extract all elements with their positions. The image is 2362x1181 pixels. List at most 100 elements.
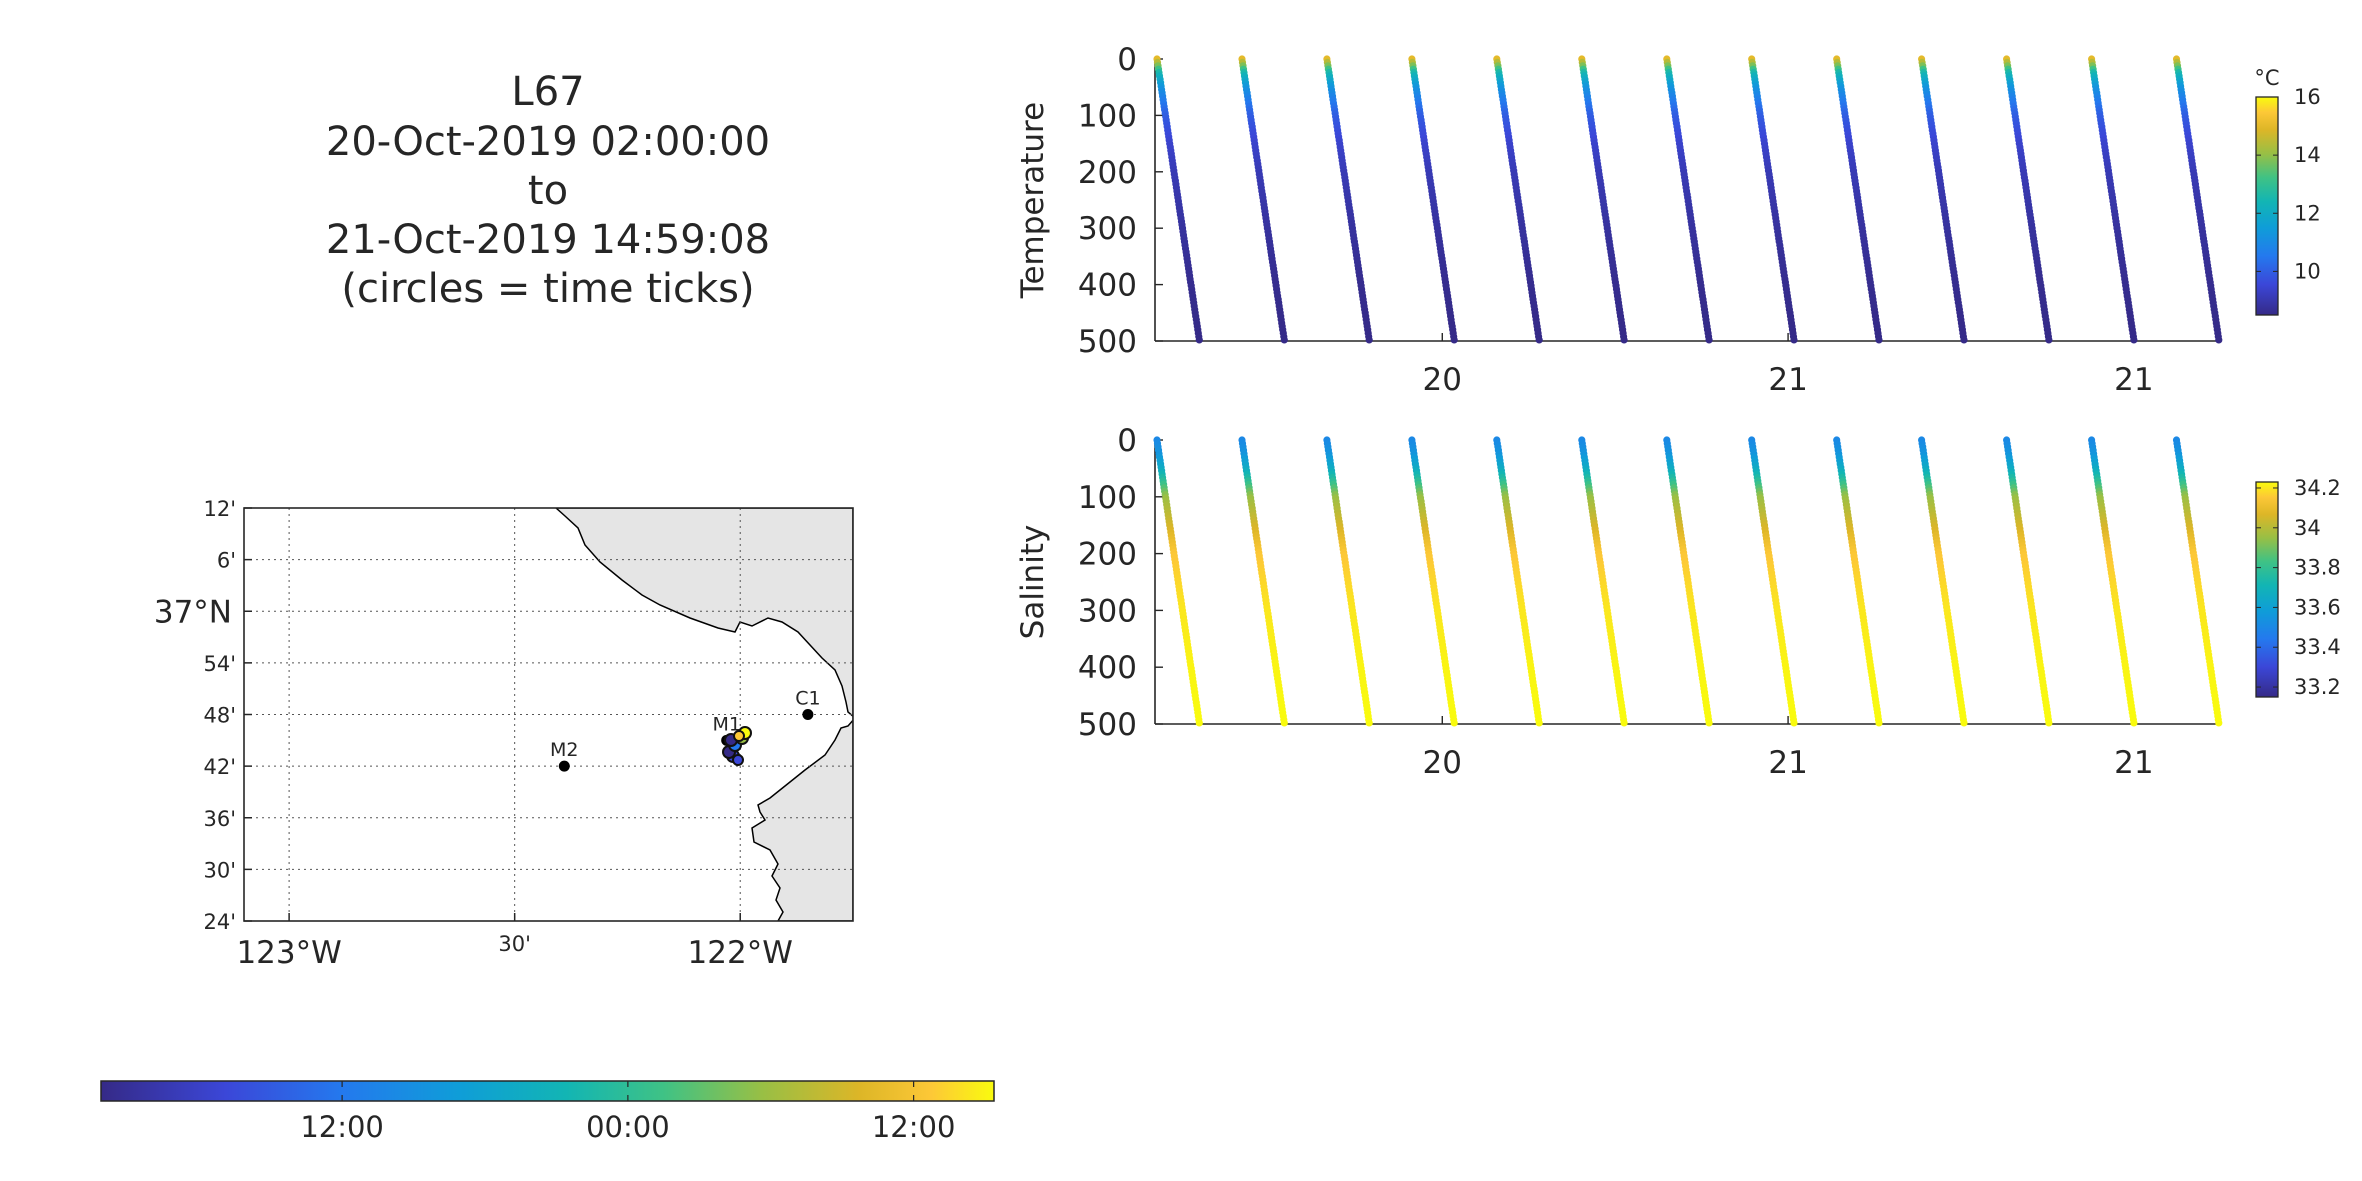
- map-stations: M2 M1 C1: [550, 688, 821, 772]
- profile-point: [2045, 719, 2053, 727]
- profile-point: [1450, 336, 1458, 344]
- profile-cast: [1238, 436, 1288, 727]
- header: L67 20-Oct-2019 02:00:00 to 21-Oct-2019 …: [326, 69, 770, 312]
- map-lat-tick-label: 42': [204, 755, 237, 779]
- y-tick-label: 200: [1078, 537, 1137, 573]
- y-axis-title: Salinity: [1015, 525, 1051, 640]
- x-tick-label: 20: [1423, 745, 1462, 781]
- colorbar-tick-label: 33.2: [2294, 675, 2341, 699]
- profile-cast: [1918, 436, 1968, 727]
- colorbar-tick-label: 34.2: [2294, 476, 2341, 500]
- temperature-panel: 0 100 200 300 400 500 Temperature 20 21 21 10 12 14 1…: [1015, 42, 2321, 398]
- profile-point: [1365, 719, 1373, 727]
- profile-point: [1620, 336, 1628, 344]
- profile-cast: [1408, 55, 1458, 344]
- station-label: M1: [712, 713, 740, 735]
- colorbar-unit-label: °C: [2254, 66, 2279, 90]
- map-panel: 12' 6' 37°N 54' 48' 42' 36' 30' 24'123°W 30' 122°W…: [154, 497, 854, 971]
- colorbar-bar: [2255, 96, 2279, 316]
- station-label: C1: [795, 688, 820, 710]
- profile-cast: [1323, 436, 1373, 727]
- profile-cast: [1663, 55, 1713, 344]
- time-colorbar: 12:00 00:00 12:00: [100, 1080, 995, 1144]
- colorbar-tick-label: 10: [2294, 259, 2321, 283]
- profile-point: [2130, 336, 2138, 344]
- y-tick-label: 400: [1078, 268, 1137, 304]
- map-lat-tick-label: 6': [217, 549, 236, 573]
- y-tick-label: 500: [1078, 707, 1137, 743]
- station-label: M2: [550, 739, 578, 761]
- map-lat-tick-label: 48': [204, 704, 237, 728]
- y-tick-label: 100: [1078, 480, 1137, 516]
- profile-cast: [1663, 436, 1713, 727]
- colorbar-bar: [2255, 481, 2279, 698]
- profile-point: [1535, 719, 1543, 727]
- x-tick-label: 20: [1423, 362, 1462, 398]
- map-lat-tick-label: 12': [204, 497, 237, 521]
- map-ticks: 12' 6' 37°N 54' 48' 42' 36' 30' 24'123°W 30' 122°W: [154, 497, 793, 971]
- profile-point: [1960, 719, 1968, 727]
- map-lon-tick-label: 30': [498, 932, 531, 956]
- profile-cast: [1408, 436, 1458, 727]
- colorbar-tick-label: 33.8: [2294, 556, 2341, 580]
- profile-cast: [1493, 436, 1543, 727]
- profile-point: [2130, 719, 2138, 727]
- x-tick-label: 21: [1768, 362, 1807, 398]
- time-colorbar-tick-label: 12:00: [872, 1110, 956, 1144]
- profile-point: [1365, 336, 1373, 344]
- profile-cast: [1918, 55, 1968, 344]
- map-lon-tick-label: 122°W: [688, 935, 793, 971]
- profile-point: [1280, 336, 1288, 344]
- profile-cast: [1578, 55, 1628, 344]
- track-point: [732, 754, 744, 766]
- profile-point: [1195, 336, 1203, 344]
- map-lon-tick-label: 123°W: [236, 935, 341, 971]
- map-lat-tick-label: 37°N: [154, 594, 232, 630]
- profile-point: [1280, 719, 1288, 727]
- header-line-2: 20-Oct-2019 02:00:00: [326, 119, 770, 165]
- profile-cast: [1238, 55, 1288, 344]
- map-lat-tick-label: 54': [204, 652, 237, 676]
- profile-point: [1790, 719, 1798, 727]
- map-lat-tick-label: 30': [204, 858, 237, 882]
- profile-cast: [2088, 436, 2138, 727]
- colorbar-tick-label: 33.4: [2294, 635, 2341, 659]
- colorbar-tick-label: 12: [2294, 201, 2321, 225]
- profile-cast: [2172, 436, 2223, 727]
- profile-point: [1705, 336, 1713, 344]
- profile-point: [1195, 719, 1203, 727]
- profile-point: [1960, 336, 1968, 344]
- colorbar-tick-label: 33.6: [2294, 595, 2341, 619]
- profile-cast: [1748, 436, 1798, 727]
- time-colorbar-ticks: 12:00 00:00 12:00: [300, 1081, 955, 1144]
- y-tick-label: 0: [1117, 42, 1137, 78]
- time-colorbar-tick-label: 12:00: [300, 1110, 384, 1144]
- profile-cast: [1833, 436, 1883, 727]
- x-tick-label: 21: [1768, 745, 1807, 781]
- profile-point: [1790, 336, 1798, 344]
- profile-cast: [1748, 55, 1798, 344]
- y-tick-label: 200: [1078, 155, 1137, 191]
- header-line-4: 21-Oct-2019 14:59:08: [326, 217, 770, 263]
- colorbar-tick-label: 14: [2294, 143, 2321, 167]
- profile-point: [1705, 719, 1713, 727]
- y-tick-label: 300: [1078, 593, 1137, 629]
- y-tick-label: 500: [1078, 324, 1137, 360]
- profile-point: [1875, 336, 1883, 344]
- profile-cast: [2003, 436, 2053, 727]
- y-tick-label: 0: [1117, 423, 1137, 459]
- profile-point: [2215, 719, 2223, 727]
- x-tick-label: 21: [2114, 745, 2153, 781]
- y-tick-label: 100: [1078, 98, 1137, 134]
- time-colorbar-tick-label: 00:00: [586, 1110, 670, 1144]
- profile-point: [1535, 336, 1543, 344]
- profile-cast: [1153, 436, 1203, 727]
- y-tick-label: 400: [1078, 650, 1137, 686]
- profile-point: [2215, 336, 2223, 344]
- profile-cast: [1578, 436, 1628, 727]
- station-marker: [558, 760, 570, 772]
- profile-point: [1875, 719, 1883, 727]
- y-axis-title: Temperature: [1015, 102, 1051, 299]
- track-point: [733, 730, 745, 742]
